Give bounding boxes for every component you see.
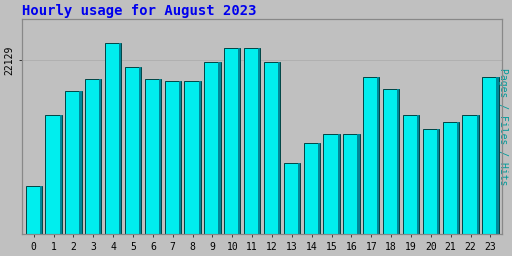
Bar — [105, 43, 121, 256]
Bar — [284, 163, 300, 256]
Bar — [264, 62, 280, 256]
Bar — [219, 62, 221, 256]
Bar — [184, 81, 201, 256]
Text: Hourly usage for August 2023: Hourly usage for August 2023 — [22, 4, 257, 18]
Bar — [244, 48, 260, 256]
Bar — [99, 79, 101, 256]
Bar — [318, 143, 320, 256]
Bar — [324, 134, 339, 256]
Bar — [423, 129, 439, 256]
Bar — [159, 79, 161, 256]
Bar — [119, 43, 121, 256]
Bar — [125, 67, 141, 256]
Bar — [79, 91, 81, 256]
Bar — [46, 115, 62, 256]
Y-axis label: Pages / Files / Hits: Pages / Files / Hits — [498, 68, 508, 186]
Bar — [437, 129, 439, 256]
Bar — [59, 115, 62, 256]
Bar — [258, 48, 260, 256]
Bar — [357, 134, 359, 256]
Bar — [417, 115, 419, 256]
Bar — [26, 186, 42, 256]
Bar — [477, 115, 479, 256]
Bar — [224, 48, 241, 256]
Bar — [403, 115, 419, 256]
Bar — [179, 81, 181, 256]
Bar — [462, 115, 479, 256]
Bar — [337, 134, 339, 256]
Bar — [397, 89, 399, 256]
Bar — [304, 143, 320, 256]
Bar — [377, 77, 379, 256]
Bar — [442, 122, 459, 256]
Bar — [204, 62, 221, 256]
Bar — [482, 77, 499, 256]
Bar — [238, 48, 241, 256]
Bar — [457, 122, 459, 256]
Bar — [66, 91, 81, 256]
Bar — [298, 163, 300, 256]
Bar — [40, 186, 42, 256]
Bar — [383, 89, 399, 256]
Bar — [145, 79, 161, 256]
Bar — [85, 79, 101, 256]
Bar — [139, 67, 141, 256]
Bar — [497, 77, 499, 256]
Bar — [363, 77, 379, 256]
Bar — [278, 62, 280, 256]
Bar — [199, 81, 201, 256]
Bar — [343, 134, 359, 256]
Bar — [164, 81, 181, 256]
